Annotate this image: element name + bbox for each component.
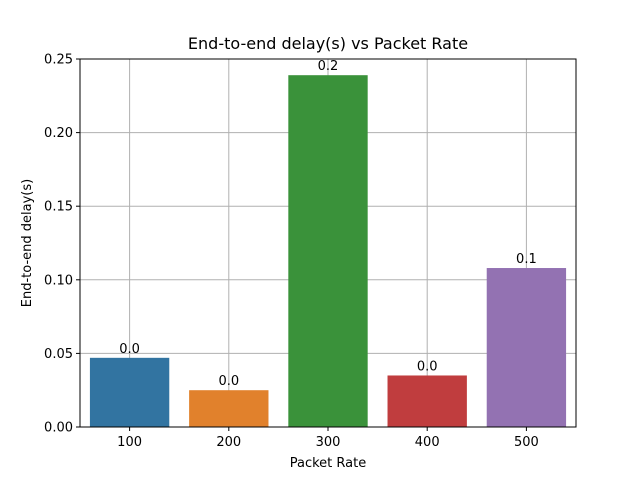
y-tick-label: 0.05 [44,347,73,362]
bar-value-label: 0.0 [417,359,438,374]
x-tick-label: 400 [415,435,440,450]
y-tick-label: 0.10 [44,273,73,288]
y-tick-label: 0.25 [44,53,73,68]
bar-labels-group: 0.0 0.0 0.2 0.0 0.1 [119,59,536,389]
axis-ticks: 0.00 0.05 0.10 0.15 0.20 0.25 100 200 300 400 500 [44,53,539,451]
x-tick-label: 300 [316,435,341,450]
bar-value-label: 0.0 [119,342,140,357]
x-tick-label: 200 [216,435,241,450]
bar-value-label: 0.1 [516,252,537,267]
x-axis-label: Packet Rate [290,456,366,471]
bar-200 [189,390,269,427]
chart-title: End-to-end delay(s) vs Packet Rate [188,34,468,53]
y-axis-label: End-to-end delay(s) [20,179,35,307]
bars-group [89,75,567,427]
y-tick-label: 0.15 [44,200,73,215]
x-tick-label: 500 [514,435,539,450]
bar-500 [486,268,567,427]
bar-value-label: 0.2 [318,59,339,74]
y-tick-label: 0.00 [44,421,73,436]
y-tick-label: 0.20 [44,126,73,141]
x-tick-label: 100 [117,435,142,450]
bar-400 [387,375,467,427]
bar-100 [89,357,170,427]
bar-value-label: 0.0 [218,374,239,389]
bar-300 [288,75,368,427]
